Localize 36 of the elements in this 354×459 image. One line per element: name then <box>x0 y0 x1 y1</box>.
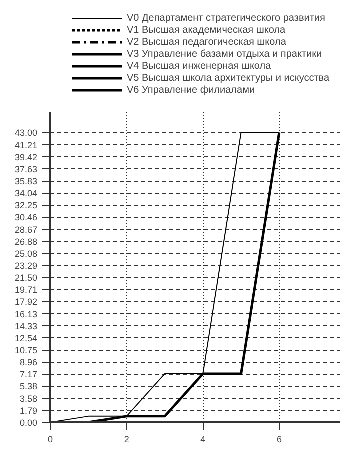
y-tick-label: 25.08 <box>14 248 38 259</box>
legend-label: V3 Управление базами отдыха и практики <box>127 48 322 60</box>
y-tick-label: 17.92 <box>14 297 38 308</box>
y-tick-label: 1.79 <box>20 406 38 416</box>
y-tick-label: 26.88 <box>14 236 38 247</box>
legend-label: V1 Высшая академическая школа <box>127 24 286 36</box>
y-tick-label: 39.42 <box>14 152 38 162</box>
legend-label: V4 Высшая инженерная школа <box>127 60 272 72</box>
y-tick-label: 12.54 <box>14 333 38 344</box>
x-tick-label: 4 <box>200 434 206 444</box>
y-tick-label: 37.63 <box>14 164 38 174</box>
y-tick-label: 14.33 <box>14 321 38 332</box>
y-tick-label: 28.67 <box>14 224 38 235</box>
y-tick-label: 41.21 <box>14 140 38 150</box>
x-tick-label: 2 <box>124 434 130 444</box>
legend-label: V0 Департамент стратегического развития <box>127 12 326 24</box>
x-tick-label: 6 <box>276 434 282 444</box>
y-tick-label: 8.96 <box>20 358 38 368</box>
y-tick-label: 43.00 <box>14 128 38 138</box>
y-tick-label: 32.25 <box>14 200 38 211</box>
y-tick-label: 10.75 <box>14 346 38 356</box>
y-tick-label: 0.00 <box>20 418 38 428</box>
y-tick-label: 3.58 <box>20 394 38 404</box>
y-tick-label: 5.38 <box>20 382 38 392</box>
y-tick-label: 19.71 <box>14 285 38 296</box>
y-tick-label: 34.04 <box>14 188 38 199</box>
y-tick-label: 7.17 <box>20 370 38 380</box>
y-tick-label: 30.46 <box>14 212 38 223</box>
legend-label: V6 Управление филиалами <box>127 84 256 96</box>
x-tick-label: 0 <box>48 434 54 444</box>
legend-label: V2 Высшая педагогическая школа <box>127 36 286 48</box>
y-tick-label: 21.50 <box>14 273 38 284</box>
y-tick-label: 16.13 <box>14 309 38 320</box>
y-tick-label: 35.83 <box>14 176 38 187</box>
y-tick-label: 23.29 <box>14 261 38 272</box>
legend-label: V5 Высшая школа архитектуры и искусства <box>127 72 330 84</box>
